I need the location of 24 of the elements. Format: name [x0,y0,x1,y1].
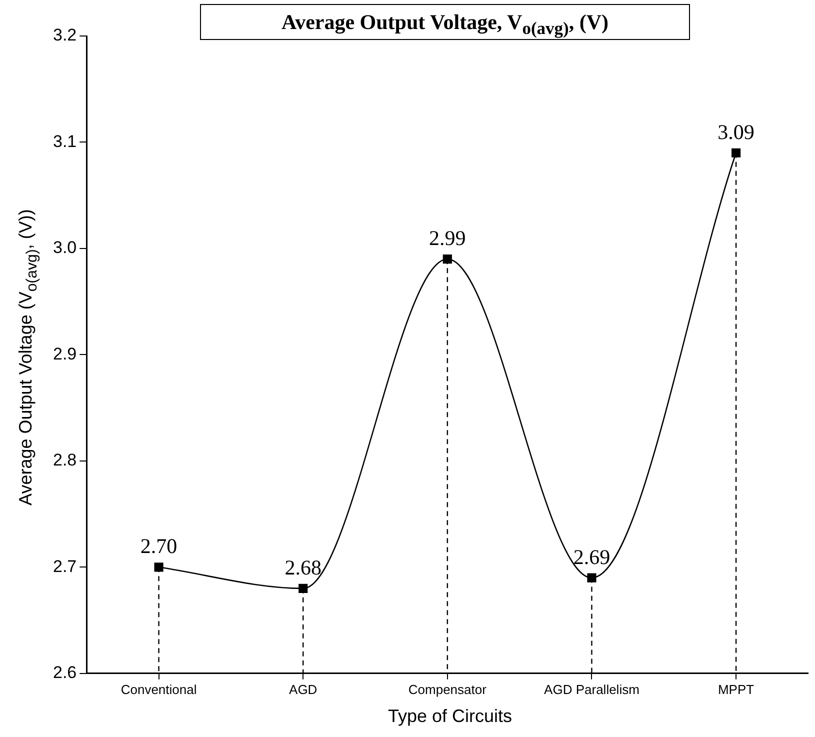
data-label: 2.70 [140,534,178,558]
y-tick-label: 2.6 [52,663,77,682]
y-tick-label: 3.0 [52,238,77,258]
y-tick-label: 3.2 [52,26,77,45]
point [587,573,596,582]
y-tick-label: 2.8 [52,450,77,470]
y-tick-label: 3.1 [52,132,77,151]
data-label: 3.09 [718,120,754,144]
y-tick-label: 2.7 [52,556,77,576]
point [154,562,164,572]
data-label: 2.68 [284,555,322,580]
point [298,584,308,593]
data-label: 2.69 [573,544,610,569]
x-axis-title: Type of Circuits [386,706,514,727]
x-tick-label: MPPT [718,682,754,697]
chart-title: Average Output Voltage, V$_{o(avg)}$, (V) [200,4,690,40]
x-tick-label: AGD Parallelism [544,682,640,697]
y-tick-label: 2.9 [52,344,77,364]
x-tick-label: AGD [289,682,318,697]
point [732,148,741,158]
data-label: 2.99 [429,226,466,250]
x-tick-label: Conventional [120,682,197,697]
x-tick-label: Compensator [408,682,488,697]
point [442,254,452,264]
